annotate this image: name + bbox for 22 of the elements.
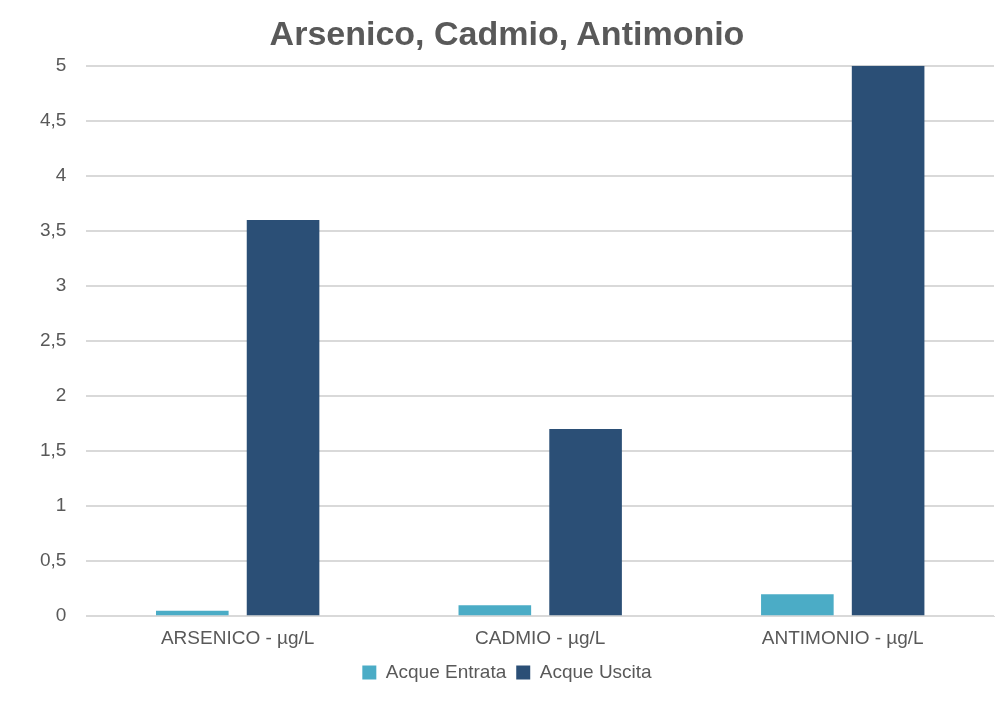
bar <box>458 605 532 616</box>
bar <box>761 594 834 616</box>
y-tick-label: 4 <box>55 164 67 186</box>
y-tick-label: 2 <box>55 384 67 406</box>
y-tick-label: 0,5 <box>39 549 67 571</box>
bar <box>549 429 622 616</box>
y-tick-label: 1 <box>55 494 67 516</box>
bar <box>851 65 925 616</box>
y-tick-label: 5 <box>55 54 67 76</box>
chart-title: Arsenico, Cadmio, Antimonio <box>269 13 745 52</box>
y-tick-label: 4,5 <box>39 109 67 131</box>
x-tick-label: CADMIO - µg/L <box>475 626 606 648</box>
x-tick-label: ANTIMONIO - µg/L <box>761 626 924 648</box>
bar <box>246 219 320 616</box>
y-tick-label: 3 <box>55 274 67 296</box>
x-tick-label: ARSENICO - µg/L <box>160 626 315 648</box>
y-tick-label: 3,5 <box>39 219 67 241</box>
y-tick-label: 1,5 <box>39 439 67 461</box>
legend-label: Acque Uscita <box>539 660 653 682</box>
y-tick-label: 2,5 <box>39 329 67 351</box>
y-tick-label: 0 <box>55 604 67 626</box>
legend-label: Acque Entrata <box>385 660 507 682</box>
